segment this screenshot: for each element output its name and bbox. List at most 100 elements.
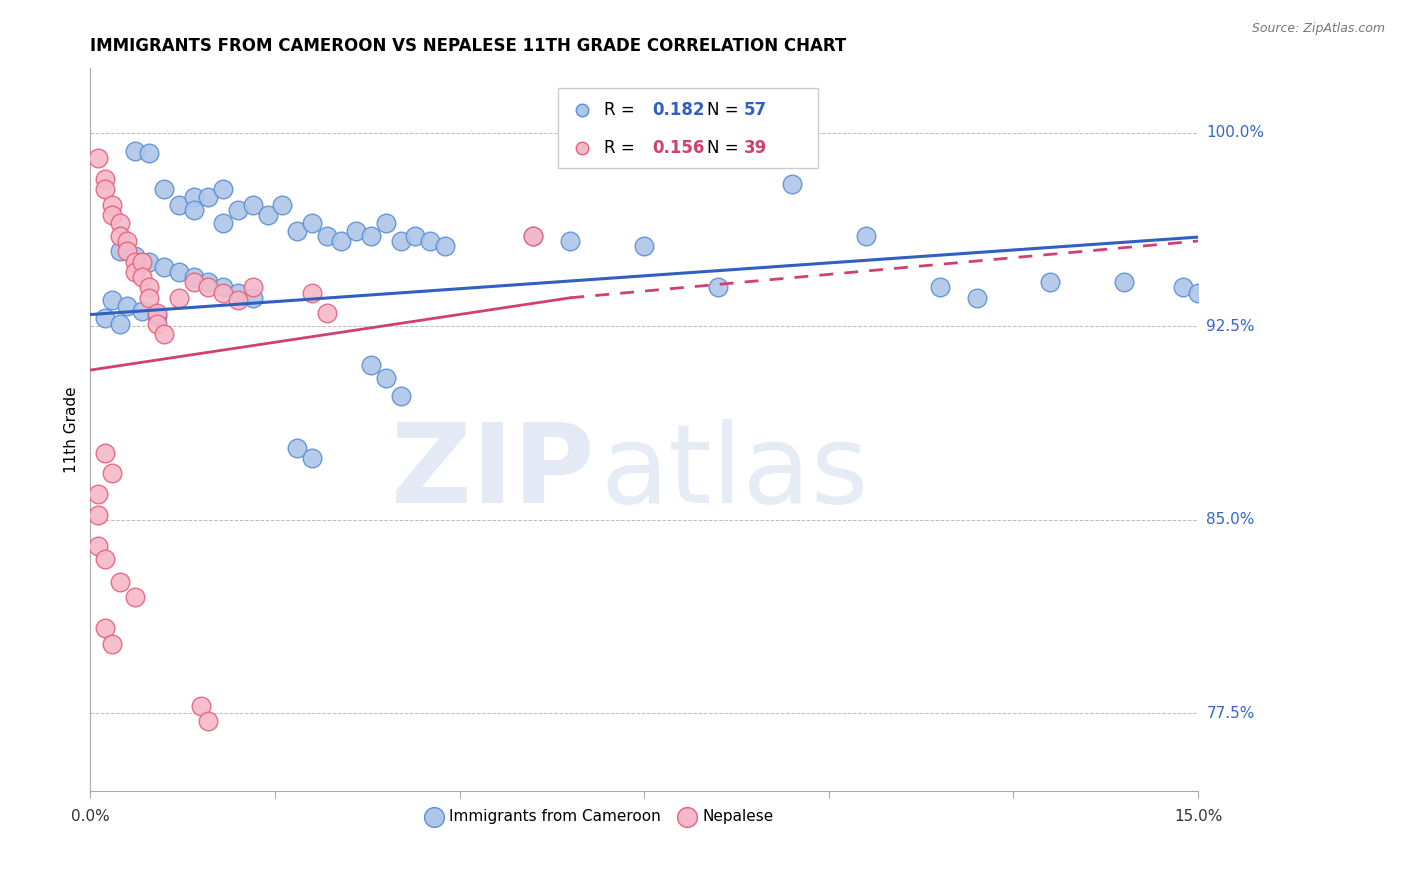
Point	[360, 358, 382, 372]
Point	[360, 228, 382, 243]
Point	[389, 389, 412, 403]
Point	[167, 198, 190, 212]
Point	[197, 280, 219, 294]
Point	[1173, 280, 1195, 294]
Text: 0.182: 0.182	[652, 102, 704, 120]
Point	[966, 291, 988, 305]
Text: R =: R =	[605, 139, 640, 157]
Point	[101, 293, 124, 308]
Point	[389, 234, 412, 248]
Text: 15.0%: 15.0%	[1174, 809, 1222, 824]
Point	[212, 285, 235, 300]
Point	[285, 441, 308, 455]
Point	[138, 280, 160, 294]
Text: 0.156: 0.156	[652, 139, 704, 157]
Point	[197, 714, 219, 729]
Point	[301, 216, 323, 230]
Point	[108, 317, 131, 331]
Point	[167, 291, 190, 305]
Text: R =: R =	[605, 102, 640, 120]
Point	[197, 275, 219, 289]
Point	[117, 299, 139, 313]
Text: 100.0%: 100.0%	[1206, 125, 1264, 140]
Text: IMMIGRANTS FROM CAMEROON VS NEPALESE 11TH GRADE CORRELATION CHART: IMMIGRANTS FROM CAMEROON VS NEPALESE 11T…	[90, 37, 846, 55]
Point	[256, 208, 278, 222]
Point	[780, 177, 803, 191]
Point	[146, 306, 169, 320]
Text: atlas: atlas	[600, 419, 869, 526]
Point	[301, 450, 323, 465]
Point	[86, 152, 108, 166]
Point	[374, 371, 396, 385]
Point	[1114, 275, 1136, 289]
Point	[285, 224, 308, 238]
Text: 77.5%: 77.5%	[1206, 706, 1254, 721]
Point	[522, 228, 544, 243]
Point	[124, 144, 146, 158]
Text: 57: 57	[744, 102, 768, 120]
Point	[108, 574, 131, 589]
Point	[315, 306, 337, 320]
Point	[707, 280, 730, 294]
Point	[124, 254, 146, 268]
Point	[197, 190, 219, 204]
Point	[101, 637, 124, 651]
Point	[633, 239, 655, 253]
Point	[108, 228, 131, 243]
Point	[855, 228, 877, 243]
Legend: Immigrants from Cameroon, Nepalese: Immigrants from Cameroon, Nepalese	[420, 803, 779, 830]
Point	[167, 265, 190, 279]
Point	[344, 224, 367, 238]
Point	[560, 234, 582, 248]
Point	[226, 285, 249, 300]
Point	[94, 182, 117, 196]
Point	[242, 198, 264, 212]
Point	[183, 202, 205, 217]
Point	[315, 228, 337, 243]
Text: 92.5%: 92.5%	[1206, 318, 1256, 334]
Point	[94, 311, 117, 326]
Point	[108, 216, 131, 230]
Point	[94, 172, 117, 186]
Point	[374, 216, 396, 230]
Point	[226, 293, 249, 308]
Point	[153, 182, 176, 196]
Point	[86, 539, 108, 553]
Y-axis label: 11th Grade: 11th Grade	[65, 386, 79, 473]
Point	[94, 445, 117, 459]
Point	[183, 190, 205, 204]
Point	[86, 508, 108, 522]
Text: 0.0%: 0.0%	[70, 809, 110, 824]
Point	[433, 239, 456, 253]
Point	[212, 280, 235, 294]
Point	[183, 275, 205, 289]
Point	[153, 326, 176, 341]
Text: ZIP: ZIP	[391, 419, 595, 526]
Point	[522, 228, 544, 243]
Point	[330, 234, 353, 248]
Point	[183, 270, 205, 285]
Point	[101, 208, 124, 222]
Point	[124, 250, 146, 264]
Point	[1187, 285, 1209, 300]
Point	[190, 698, 212, 713]
Point	[94, 621, 117, 635]
Point	[124, 591, 146, 605]
Point	[212, 216, 235, 230]
Point	[138, 146, 160, 161]
Point	[212, 182, 235, 196]
Point	[226, 202, 249, 217]
Point	[108, 244, 131, 259]
Point	[131, 270, 153, 285]
Point	[153, 260, 176, 274]
Point	[86, 487, 108, 501]
Text: 85.0%: 85.0%	[1206, 512, 1254, 527]
Text: N =: N =	[707, 102, 744, 120]
Point	[124, 265, 146, 279]
Point	[419, 234, 441, 248]
Point	[1039, 275, 1062, 289]
Point	[138, 254, 160, 268]
Text: N =: N =	[707, 139, 744, 157]
Point	[138, 291, 160, 305]
Point	[131, 303, 153, 318]
